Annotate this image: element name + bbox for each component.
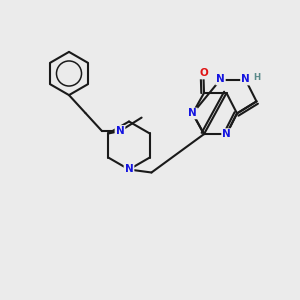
Text: N: N <box>216 74 225 85</box>
Text: O: O <box>199 68 208 79</box>
Text: N: N <box>124 164 134 175</box>
Text: H: H <box>253 73 260 82</box>
Text: N: N <box>188 108 197 118</box>
Text: N: N <box>241 74 250 85</box>
Text: N: N <box>222 129 231 139</box>
Text: N: N <box>116 126 124 136</box>
Text: N: N <box>116 126 124 136</box>
Text: N: N <box>124 164 134 175</box>
